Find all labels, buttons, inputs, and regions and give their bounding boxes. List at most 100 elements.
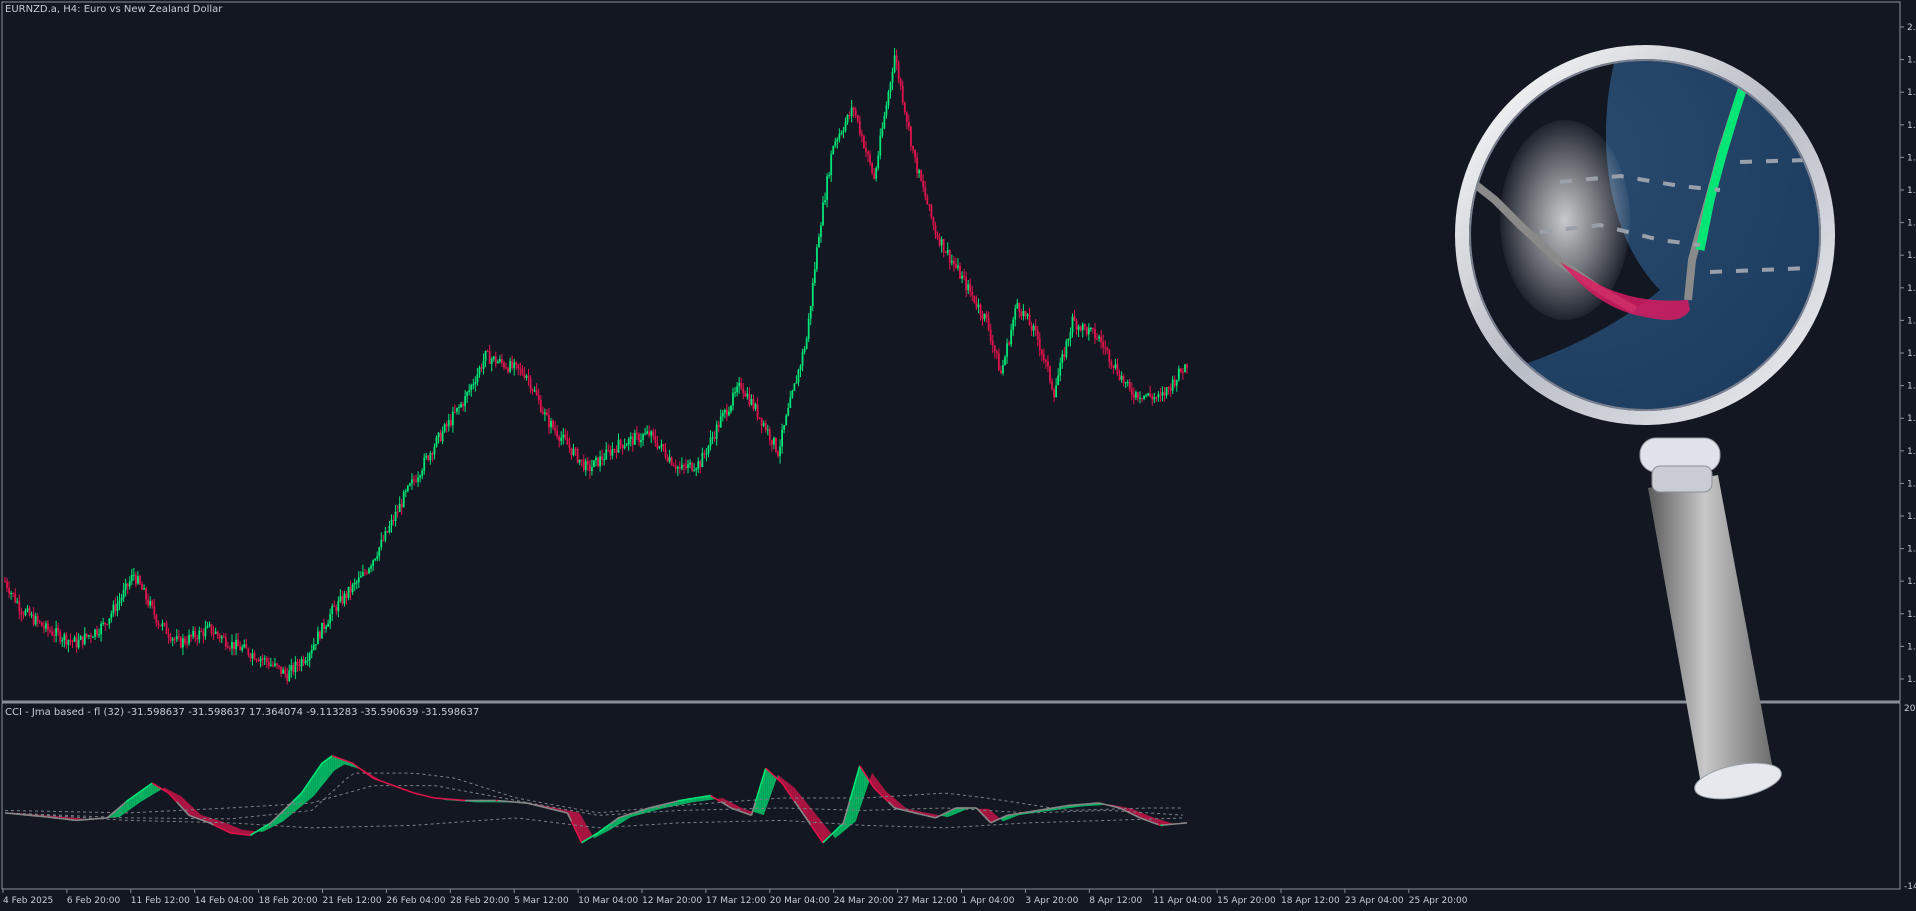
cci-line-segment <box>977 809 982 813</box>
candle-body <box>439 432 442 441</box>
candle-body <box>468 390 471 393</box>
cci-line-segment <box>282 808 286 812</box>
time-axis[interactable]: 4 Feb 2025 6 Feb 20:00 11 Feb 12:00 14 Feb … <box>2 889 1468 906</box>
candle-body <box>1077 326 1080 330</box>
cci-line-segment <box>151 782 155 786</box>
cci-line-segment <box>1131 813 1135 816</box>
candle-body <box>644 433 646 435</box>
cci-line-segment <box>284 806 288 810</box>
cci-line-segment <box>636 810 640 813</box>
cci-line-segment <box>646 807 650 810</box>
cci-line-segment <box>1139 817 1143 820</box>
candle-body <box>1083 324 1086 328</box>
candle-body <box>110 613 113 619</box>
candle-body <box>417 477 419 482</box>
cci-line-segment <box>818 836 822 841</box>
candle-body <box>265 657 268 662</box>
candle-body <box>355 582 358 584</box>
cci-fill-segment <box>575 812 578 835</box>
cci-line-segment <box>949 809 953 812</box>
price-tick-label: 2.00290 <box>1907 23 1916 33</box>
cci-fill-segment <box>313 772 316 797</box>
cci-fill-segment <box>685 799 689 804</box>
candle-body <box>130 574 133 582</box>
candle-body <box>550 420 552 428</box>
candle-body <box>42 626 45 629</box>
candle-body <box>419 475 422 478</box>
cci-line-segment <box>307 780 311 785</box>
cci-fill-segment <box>1142 812 1145 820</box>
candle-body <box>1051 381 1053 390</box>
candle-body <box>53 635 55 637</box>
cci-line-segment <box>883 797 887 801</box>
candle-body <box>325 626 327 629</box>
candle-body <box>938 238 941 246</box>
cci-fill-segment <box>223 822 226 831</box>
candle-body <box>208 624 211 626</box>
cci-line-segment <box>196 817 200 820</box>
cci-line-segment <box>640 809 644 812</box>
candle-body <box>588 464 591 471</box>
cci-line-segment <box>953 807 957 810</box>
candle-body <box>104 622 107 625</box>
cci-fill-segment <box>236 827 239 834</box>
candle-body <box>1179 368 1182 373</box>
cci-fill-segment <box>690 798 693 803</box>
cci-fill-segment <box>851 787 854 825</box>
candle-body <box>274 663 276 666</box>
candle-body <box>116 603 119 612</box>
candle-body <box>34 616 37 625</box>
candle-body <box>756 404 759 418</box>
candle-body <box>312 644 315 650</box>
candle-body <box>752 398 755 409</box>
cci-fill-segment <box>307 781 310 802</box>
cci-line-segment <box>618 816 621 819</box>
candle-body <box>840 132 843 134</box>
candle-body <box>1147 393 1150 396</box>
candle-body <box>717 424 720 428</box>
candle-body <box>24 610 27 616</box>
candle-body <box>415 480 417 482</box>
candle-body <box>271 664 274 666</box>
candle-body <box>683 464 685 467</box>
price-axis[interactable]: 2.00290 1.99370 1.98450 1.97530 1.96610 1.956… <box>1900 23 1916 685</box>
candlestick-series <box>4 47 1188 685</box>
price-tick-label: 1.96610 <box>1907 153 1916 163</box>
candle-body <box>14 593 17 603</box>
price-tick-label: 1.88330 <box>1907 447 1916 457</box>
candle-body <box>533 390 536 392</box>
candle-body <box>443 424 446 432</box>
candle-body <box>511 361 514 369</box>
candle-body <box>458 406 460 408</box>
cci-fill-segment <box>1144 813 1147 821</box>
cci-fill-segment <box>1146 814 1149 821</box>
candle-body <box>897 63 900 80</box>
cci-line-segment <box>344 759 347 762</box>
candle-body <box>914 149 916 158</box>
candle-body <box>793 383 796 392</box>
cci-line-segment <box>613 818 617 822</box>
candle-body <box>353 582 356 585</box>
cci-line-segment <box>595 832 599 835</box>
candle-body <box>509 361 512 372</box>
cci-fill-segment <box>857 765 860 816</box>
cci-fill-segment <box>287 804 290 818</box>
candle-body <box>1153 397 1156 400</box>
candle-body <box>83 633 86 645</box>
candle-body <box>603 459 606 461</box>
candle-body <box>339 596 342 602</box>
candle-body <box>276 663 278 666</box>
cci-fill-segment <box>1162 820 1165 826</box>
candle-body <box>171 638 174 641</box>
candle-body <box>216 631 219 636</box>
candle-body <box>12 592 15 594</box>
candle-body <box>382 539 385 541</box>
cci-line-segment <box>810 824 814 829</box>
candle-body <box>676 467 679 469</box>
candle-body <box>654 435 657 443</box>
cci-line-segment <box>947 810 951 813</box>
candle-body <box>605 449 608 460</box>
candle-body <box>501 359 503 363</box>
cci-fill-segment <box>874 775 877 791</box>
candle-body <box>388 525 391 533</box>
